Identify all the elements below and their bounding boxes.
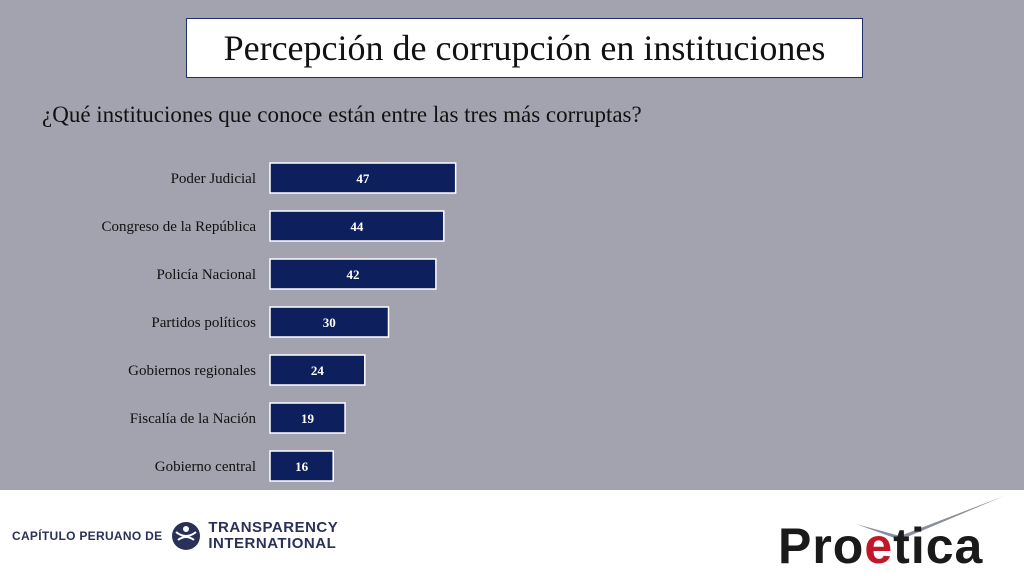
bar-value-label: 24 [311, 363, 325, 378]
bar [269, 402, 346, 434]
slide-background [0, 0, 1024, 490]
globe-icon [170, 520, 202, 552]
transparency-international-logo: CAPÍTULO PERUANO DE TRANSPARENCY INTERNA… [12, 520, 338, 552]
bar-chart: Poder Judicial 47 Congreso de la República… [101, 162, 457, 482]
proetica-logo: Proetica [778, 496, 1018, 574]
bar [269, 450, 334, 482]
proetica-wordmark: Proetica [778, 518, 983, 574]
ti-line1: TRANSPARENCY [208, 519, 339, 536]
category-label: Congreso de la República [101, 219, 256, 235]
brand-part-1: Pro [778, 518, 865, 574]
category-label: Poder Judicial [171, 171, 256, 187]
slide-title-box: Percepción de corrupción en institucione… [186, 18, 863, 78]
slide-title: Percepción de corrupción en institucione… [223, 28, 826, 68]
bar-value-label: 16 [295, 459, 309, 474]
footer: CAPÍTULO PERUANO DE TRANSPARENCY INTERNA… [0, 490, 1024, 576]
category-label: Gobierno central [155, 459, 256, 475]
bar-value-label: 44 [350, 219, 364, 234]
bar [269, 354, 366, 386]
category-label: Gobiernos regionales [128, 363, 256, 379]
bar [269, 210, 445, 242]
chapter-label: CAPÍTULO PERUANO DE [12, 529, 163, 543]
brand-part-3: tica [893, 518, 984, 574]
brand-part-2: e [864, 518, 894, 574]
bar-value-label: 47 [356, 171, 370, 186]
category-label: Policía Nacional [156, 267, 256, 283]
bar-value-label: 30 [323, 315, 336, 330]
bar-value-label: 19 [301, 411, 315, 426]
survey-question: ¿Qué instituciones que conoce están entr… [42, 102, 642, 127]
bar [269, 162, 457, 194]
bar [269, 258, 437, 290]
category-label: Fiscalía de la Nación [130, 411, 257, 427]
bar-value-label: 42 [346, 267, 359, 282]
ti-line2: INTERNATIONAL [208, 535, 337, 552]
category-label: Partidos políticos [151, 315, 256, 331]
bar [269, 306, 390, 338]
